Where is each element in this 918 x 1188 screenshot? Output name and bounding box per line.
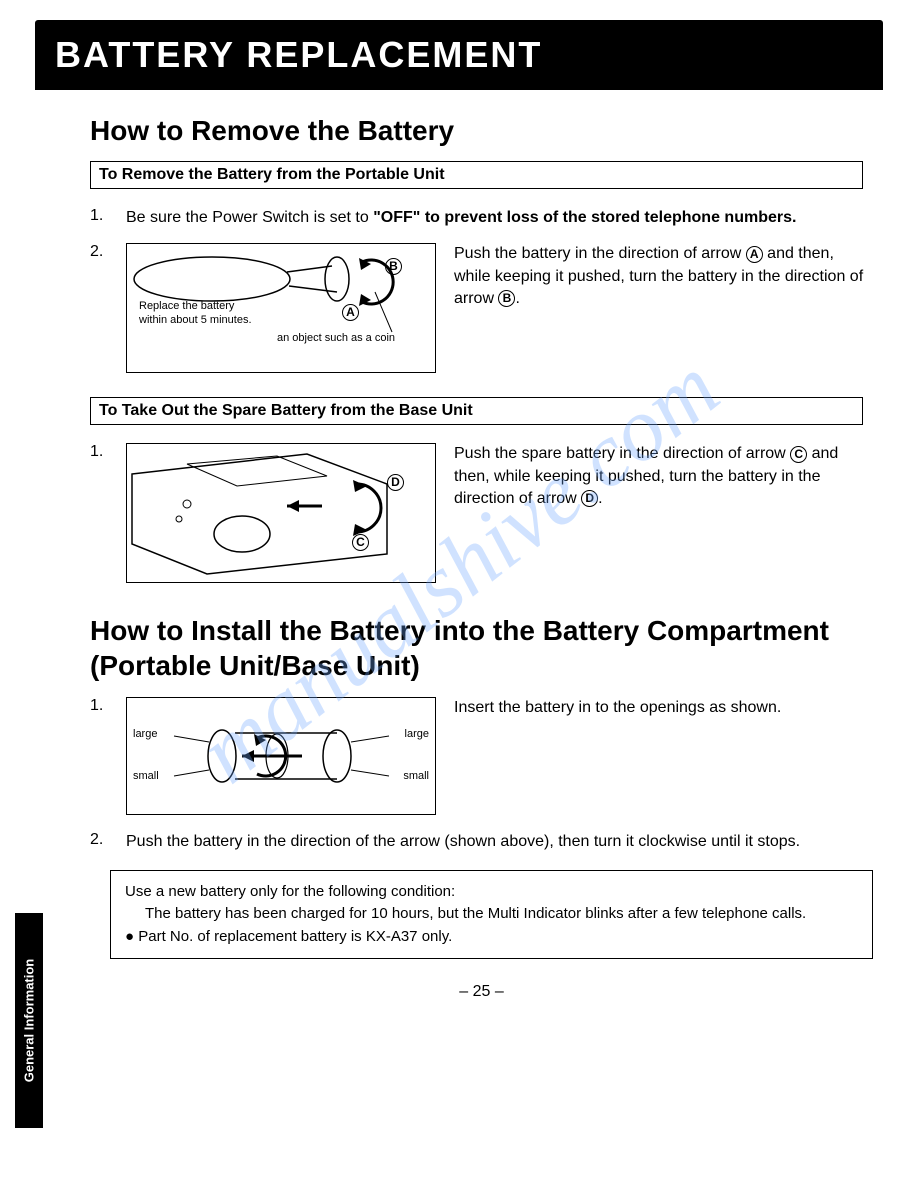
sec2-step1-number: 1. [90,697,108,715]
banner-title: BATTERY REPLACEMENT [55,34,542,75]
section1-title: How to Remove the Battery [90,115,873,147]
side-tab-label: General Information [22,959,37,1083]
subA-heading: To Remove the Battery from the Portable … [99,166,445,183]
sec2-step2-number: 2. [90,831,108,849]
sec2-step2-text: Push the battery in the direction of the… [126,831,800,853]
note-line3-row: ● Part No. of replacement battery is KX-… [125,926,858,949]
sec2-fig-large-l: large [133,728,157,741]
subA-step2-end: . [515,290,519,307]
subA-fig-label2: within about 5 minutes. [139,314,252,327]
subB-figure: C D [126,443,436,583]
subB-fig-letterC: C [352,534,369,551]
subA-step2-letterB: B [498,290,515,307]
sec2-fig-small-r: small [403,770,429,783]
subA-fig-letterA: A [342,304,359,321]
subB-fig-letterD: D [387,474,404,491]
note-line3: Part No. of replacement battery is KX-A3… [138,928,452,945]
subA-fig-label1: Replace the battery [139,300,234,313]
subB-step1-text: Push the spare battery in the direction … [454,443,873,510]
subA-step2-row: 2. Replace the battery within about 5 mi… [90,243,873,373]
subB-figure-svg [127,444,437,584]
section2-title: How to Install the Battery into the Batt… [90,613,873,683]
page-number: – 25 – [90,983,873,1001]
subA-step2-number: 2. [90,243,108,261]
sec2-step2-row: 2. Push the battery in the direction of … [90,831,873,853]
sec2-fig-large-r: large [405,728,429,741]
subB-step1-number: 1. [90,443,108,461]
subA-figure: Replace the battery within about 5 minut… [126,243,436,373]
subA-step1-bold: "OFF" to prevent loss of the stored tele… [373,209,796,226]
subA-step2-pre: Push the battery in the direction of arr… [454,245,746,262]
subA-step2-letterA: A [746,246,763,263]
note-line2: The battery has been charged for 10 hour… [145,903,858,926]
subB-heading: To Take Out the Spare Battery from the B… [99,402,473,419]
subB-step1-row: 1. C D Push the spare batte [90,443,873,583]
subB-step1-end: . [598,490,602,507]
sec2-step1-text: Insert the battery in to the openings as… [454,697,873,719]
subA-fig-letterB: B [385,258,402,275]
subA-step1-pre: Be sure the Power Switch is set to [126,209,373,226]
subA-fig-bottom: an object such as a coin [277,332,395,345]
note-line1: Use a new battery only for the following… [125,881,858,904]
side-tab: General Information [15,913,43,1128]
subB-step1-pre: Push the spare battery in the direction … [454,445,790,462]
sec2-step1-row: 1. large small [90,697,873,815]
subB-step1-letterC: C [790,446,807,463]
note-bullet: ● [125,928,134,945]
sec2-fig-small-l: small [133,770,159,783]
subA-step1-row: 1. Be sure the Power Switch is set to "O… [90,207,873,229]
subA-heading-box: To Remove the Battery from the Portable … [90,161,863,189]
note-box: Use a new battery only for the following… [110,870,873,960]
sec2-figure-svg [127,698,437,816]
sec2-figure: large small large small [126,697,436,815]
subB-heading-box: To Take Out the Spare Battery from the B… [90,397,863,425]
subB-step1-letterD: D [581,490,598,507]
subA-step1-number: 1. [90,207,108,225]
banner-heading: BATTERY REPLACEMENT [35,20,883,90]
subA-step2-text: Push the battery in the direction of arr… [454,243,873,310]
subA-step1-text: Be sure the Power Switch is set to "OFF"… [126,207,796,229]
